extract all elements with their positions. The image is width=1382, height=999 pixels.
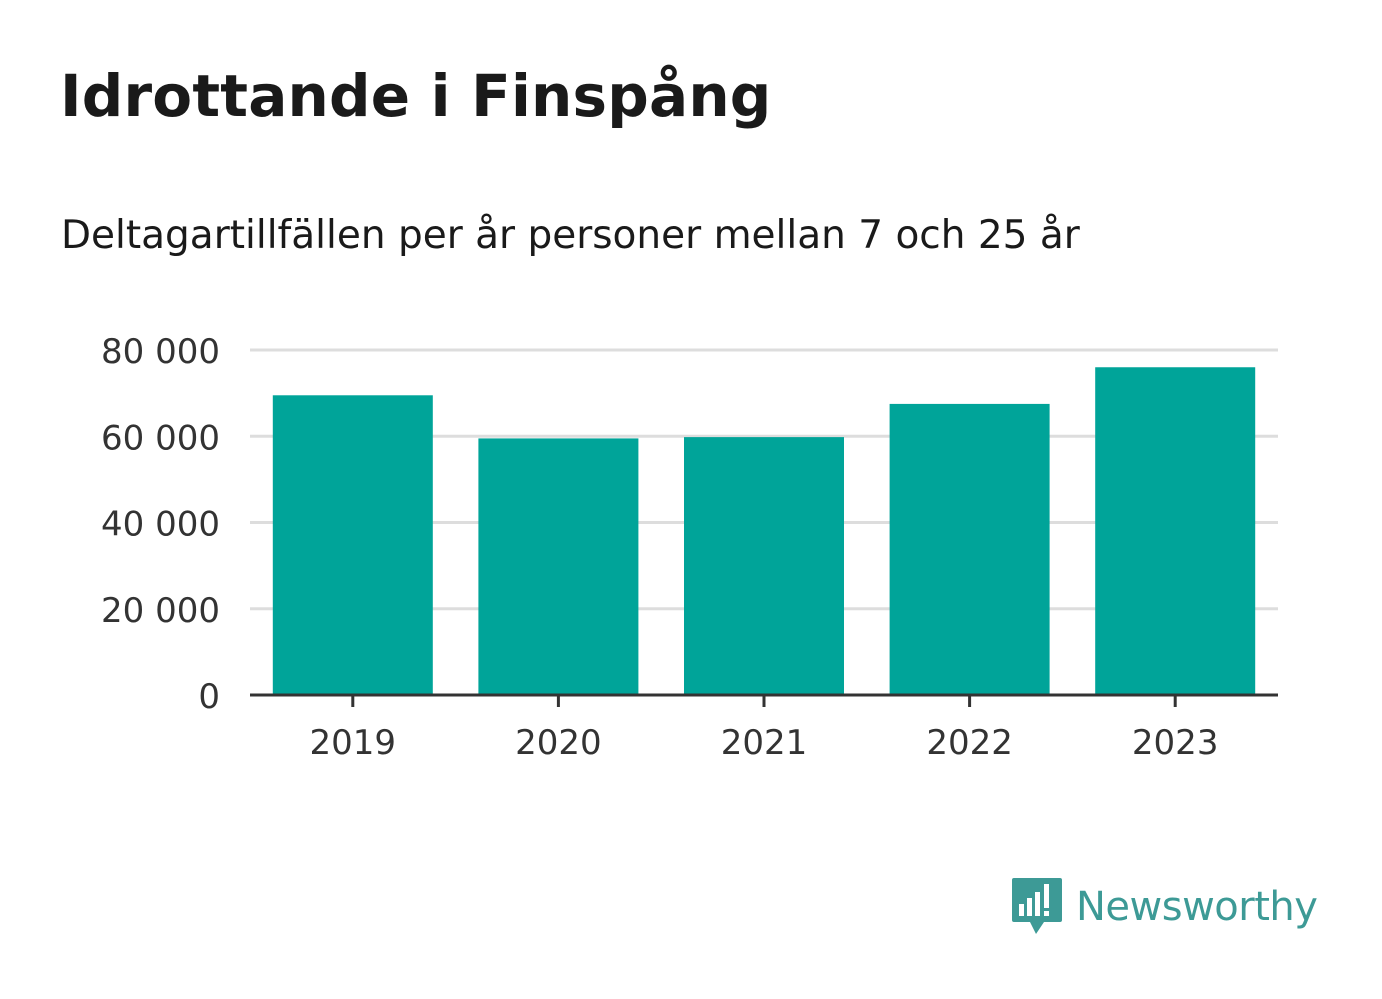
y-tick-label: 0 (198, 677, 220, 717)
y-tick-label: 20 000 (101, 591, 220, 631)
y-tick-label: 40 000 (101, 505, 220, 545)
bar-2020 (478, 438, 639, 695)
x-axis-labels: 2019 2020 2021 2022 2023 (310, 723, 1219, 763)
brand-logo: Newsworthy (1010, 876, 1318, 938)
x-axis (250, 693, 1278, 707)
bars (272, 367, 1256, 695)
bar-2019 (272, 395, 433, 695)
x-tick-label: 2019 (310, 723, 397, 763)
x-tick-label: 2021 (721, 723, 808, 763)
bar-2022 (889, 403, 1050, 695)
x-tick-label: 2022 (926, 723, 1013, 763)
y-tick-label: 80 000 (101, 332, 220, 372)
x-tick-label: 2023 (1132, 723, 1219, 763)
brand-name: Newsworthy (1076, 884, 1318, 930)
chart-title: Idrottande i Finspång (60, 62, 772, 130)
bar-2023 (1095, 367, 1256, 695)
y-tick-label: 60 000 (101, 418, 220, 458)
y-axis-labels: 0 20 000 40 000 60 000 80 000 (101, 332, 220, 717)
chart-subtitle: Deltagartillfällen per år personer mella… (61, 213, 1080, 258)
bar-2021 (684, 437, 844, 695)
x-tick-label: 2020 (515, 723, 602, 763)
newsworthy-logo-icon (1012, 878, 1062, 934)
